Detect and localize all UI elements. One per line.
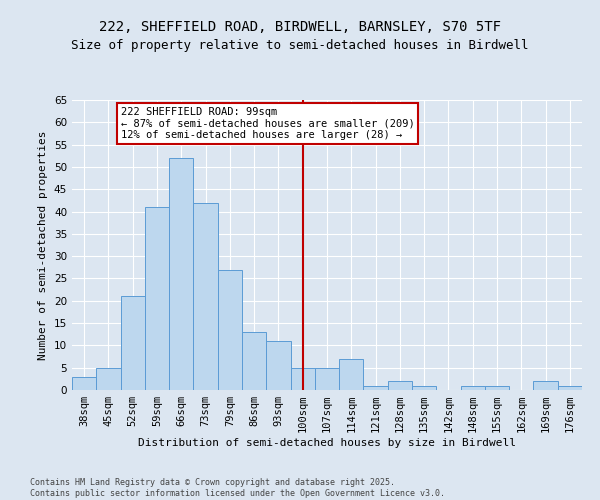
Bar [218,270,242,390]
Bar [169,158,193,390]
X-axis label: Distribution of semi-detached houses by size in Birdwell: Distribution of semi-detached houses by … [138,438,516,448]
Bar [388,381,412,390]
Bar [461,386,485,390]
Text: 222 SHEFFIELD ROAD: 99sqm
← 87% of semi-detached houses are smaller (209)
12% of: 222 SHEFFIELD ROAD: 99sqm ← 87% of semi-… [121,106,415,140]
Bar [145,207,169,390]
Bar [72,376,96,390]
Bar [266,341,290,390]
Bar [193,202,218,390]
Bar [485,386,509,390]
Bar [121,296,145,390]
Bar [364,386,388,390]
Bar [96,368,121,390]
Bar [412,386,436,390]
Bar [533,381,558,390]
Text: Size of property relative to semi-detached houses in Birdwell: Size of property relative to semi-detach… [71,39,529,52]
Text: 222, SHEFFIELD ROAD, BIRDWELL, BARNSLEY, S70 5TF: 222, SHEFFIELD ROAD, BIRDWELL, BARNSLEY,… [99,20,501,34]
Bar [339,359,364,390]
Y-axis label: Number of semi-detached properties: Number of semi-detached properties [38,130,49,360]
Bar [242,332,266,390]
Bar [290,368,315,390]
Bar [315,368,339,390]
Bar [558,386,582,390]
Text: Contains HM Land Registry data © Crown copyright and database right 2025.
Contai: Contains HM Land Registry data © Crown c… [30,478,445,498]
